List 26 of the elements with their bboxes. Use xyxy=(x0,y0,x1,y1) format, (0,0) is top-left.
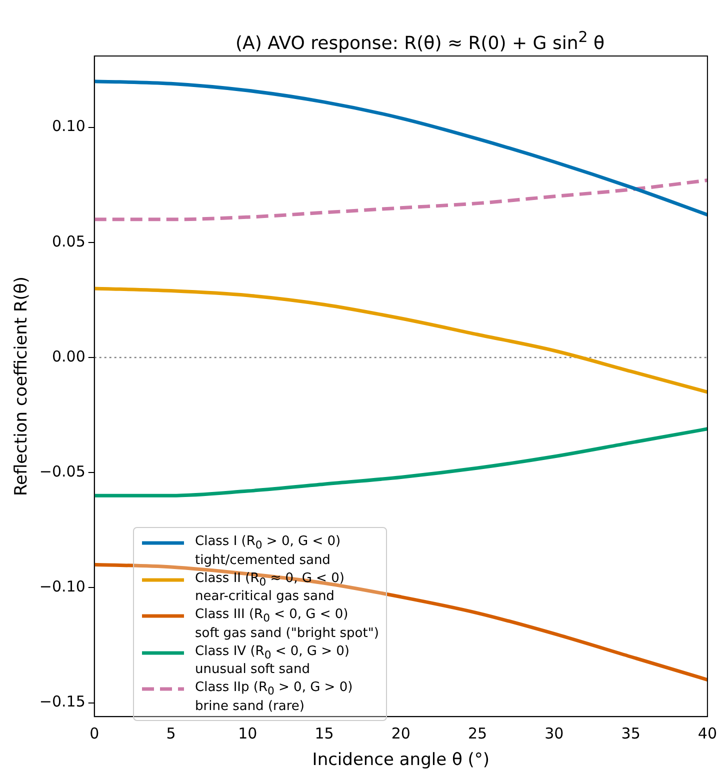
x-tick-label: 15 xyxy=(314,724,334,742)
y-tick-label: −0.05 xyxy=(39,462,86,481)
line-series xyxy=(94,178,708,222)
x-tick-label: 40 xyxy=(698,724,718,742)
y-tick-label: 0.00 xyxy=(52,347,86,366)
legend-label: Class III (R$_{0}$ < 0, G < 0) soft gas sand ("bright spot") xyxy=(195,607,379,641)
x-tick-label: 25 xyxy=(468,724,488,742)
legend-label: Class IIp (R$_{0}$ > 0, G > 0) brine sand (rare) xyxy=(195,680,353,714)
legend-label: Class IV (R$_{0}$ < 0, G > 0) unusual soft sand xyxy=(195,644,350,678)
x-tick-label: 35 xyxy=(621,724,640,742)
y-tick-label: 0.10 xyxy=(52,117,86,136)
x-axis-title: Incidence angle θ (°) xyxy=(312,750,490,770)
y-tick-label: −0.10 xyxy=(39,578,86,596)
x-tick-label: 5 xyxy=(166,724,176,742)
y-tick-label: 0.05 xyxy=(52,232,86,250)
chart-title: (A) AVO response: R(θ) ≈ R(0) + G sin$^{2}$ θ xyxy=(234,28,606,54)
line-series xyxy=(94,427,708,498)
x-tick-label: 30 xyxy=(544,724,564,742)
legend-label: Class I (R$_{0}$ > 0, G < 0) tight/cemented sand xyxy=(195,534,341,568)
line-series xyxy=(94,80,708,217)
line-series xyxy=(94,286,708,394)
y-tick-label: −0.15 xyxy=(39,692,86,711)
x-tick-label: 10 xyxy=(238,724,258,742)
x-tick-label: 20 xyxy=(391,724,410,742)
x-tick-label: 0 xyxy=(90,724,100,742)
y-axis-title: Reflection coefficient R(θ) xyxy=(12,276,32,496)
